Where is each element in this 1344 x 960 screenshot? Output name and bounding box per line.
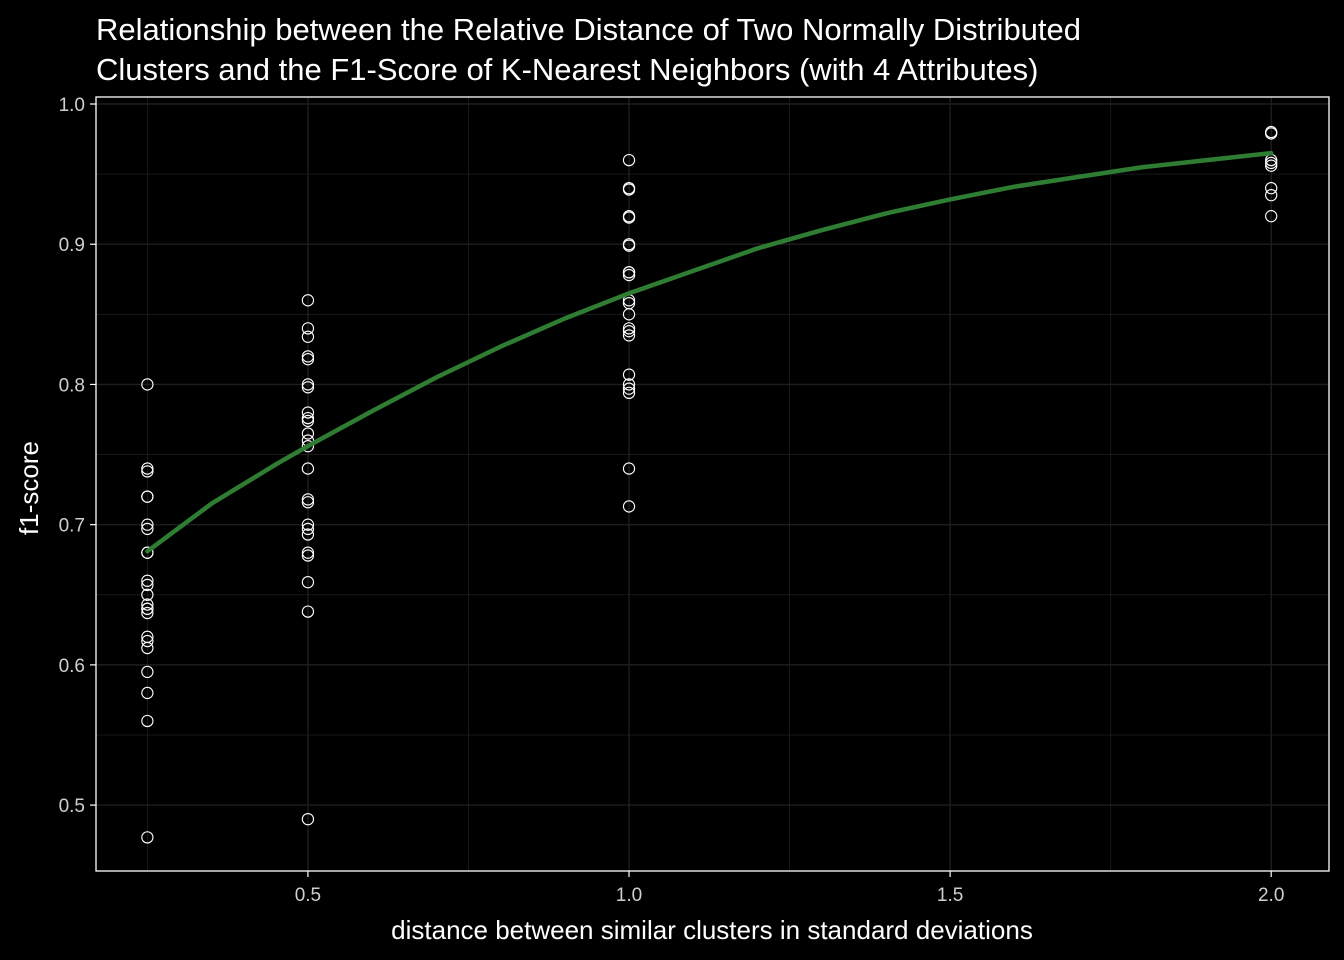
data-point [622,183,636,196]
data-point [301,528,315,541]
y-tick-label: 0.7 [59,516,85,537]
data-point [301,546,315,559]
data-point [301,493,315,506]
data-point [301,294,315,307]
data-point [301,549,315,562]
scatter-points [141,125,1278,844]
data-point [301,812,315,826]
data-point [1265,189,1278,202]
data-point [1265,210,1278,223]
data-point [622,500,636,513]
data-point [622,211,636,224]
data-point [301,350,315,363]
chart-title-line-1: Relationship between the Relative Distan… [96,12,1081,47]
data-point [622,382,636,395]
data-point [141,686,154,700]
x-tick-label: 1.5 [937,885,963,906]
data-point [301,330,315,343]
x-tick-label: 1.0 [616,885,642,906]
data-point [301,462,315,475]
data-point [622,378,636,391]
data-point [141,598,154,611]
data-point [622,153,636,167]
data-point [141,602,154,615]
data-point [622,266,636,279]
x-tick-label: 0.5 [295,885,321,906]
data-point [141,465,154,478]
data-point [141,546,154,559]
y-tick-label: 0.9 [59,235,85,256]
data-point [141,634,154,648]
data-point [1265,127,1278,140]
data-point [141,641,154,655]
data-point [141,490,154,503]
data-point [141,522,154,536]
data-point [1265,156,1278,170]
data-point [141,588,154,601]
data-point [141,574,154,587]
data-point [301,576,315,589]
data-point [622,322,636,335]
data-point [622,462,636,475]
data-point [141,518,154,531]
data-point [301,414,315,428]
data-point [622,308,636,321]
data-point [622,239,636,252]
y-tick-label: 0.6 [59,656,85,677]
data-point [301,518,315,531]
y-axis-title: f1-score [14,441,44,535]
data-point [141,831,154,844]
data-point [301,522,315,536]
data-point [622,386,636,400]
y-tick-label: 0.8 [59,375,85,396]
data-point [141,462,154,475]
x-tick-label: 2.0 [1258,885,1284,906]
trend-line-layer [145,150,1274,554]
data-point [301,439,315,453]
axis-ticks: 0.5 1.0 1.5 2.0 0.5 0.6 0.7 0.8 0.9 1.0 [59,95,1285,906]
data-point [141,578,154,592]
data-point [622,325,636,338]
data-point [301,496,315,509]
data-point [301,427,315,440]
grid [96,97,1329,871]
data-point [622,368,636,381]
chart-title-line-2: Clusters and the F1-Score of K-Nearest N… [96,52,1038,87]
data-point [301,411,315,425]
data-point [301,378,315,391]
x-axis-title: distance between similar clusters in sta… [391,915,1033,945]
data-point [1265,159,1278,172]
data-point [141,606,154,620]
data-point [301,406,315,419]
data-point [622,268,636,282]
data-point [301,353,315,366]
trend-line [145,150,1274,554]
y-tick-label: 1.0 [59,95,85,116]
data-point [141,714,154,728]
data-point [141,665,154,679]
data-point [1265,181,1278,195]
panel-border [95,96,1330,872]
data-point [301,381,315,394]
data-point [301,605,315,618]
data-point [301,322,315,335]
data-point [622,329,636,342]
data-point [141,378,154,391]
y-tick-label: 0.5 [59,796,85,817]
